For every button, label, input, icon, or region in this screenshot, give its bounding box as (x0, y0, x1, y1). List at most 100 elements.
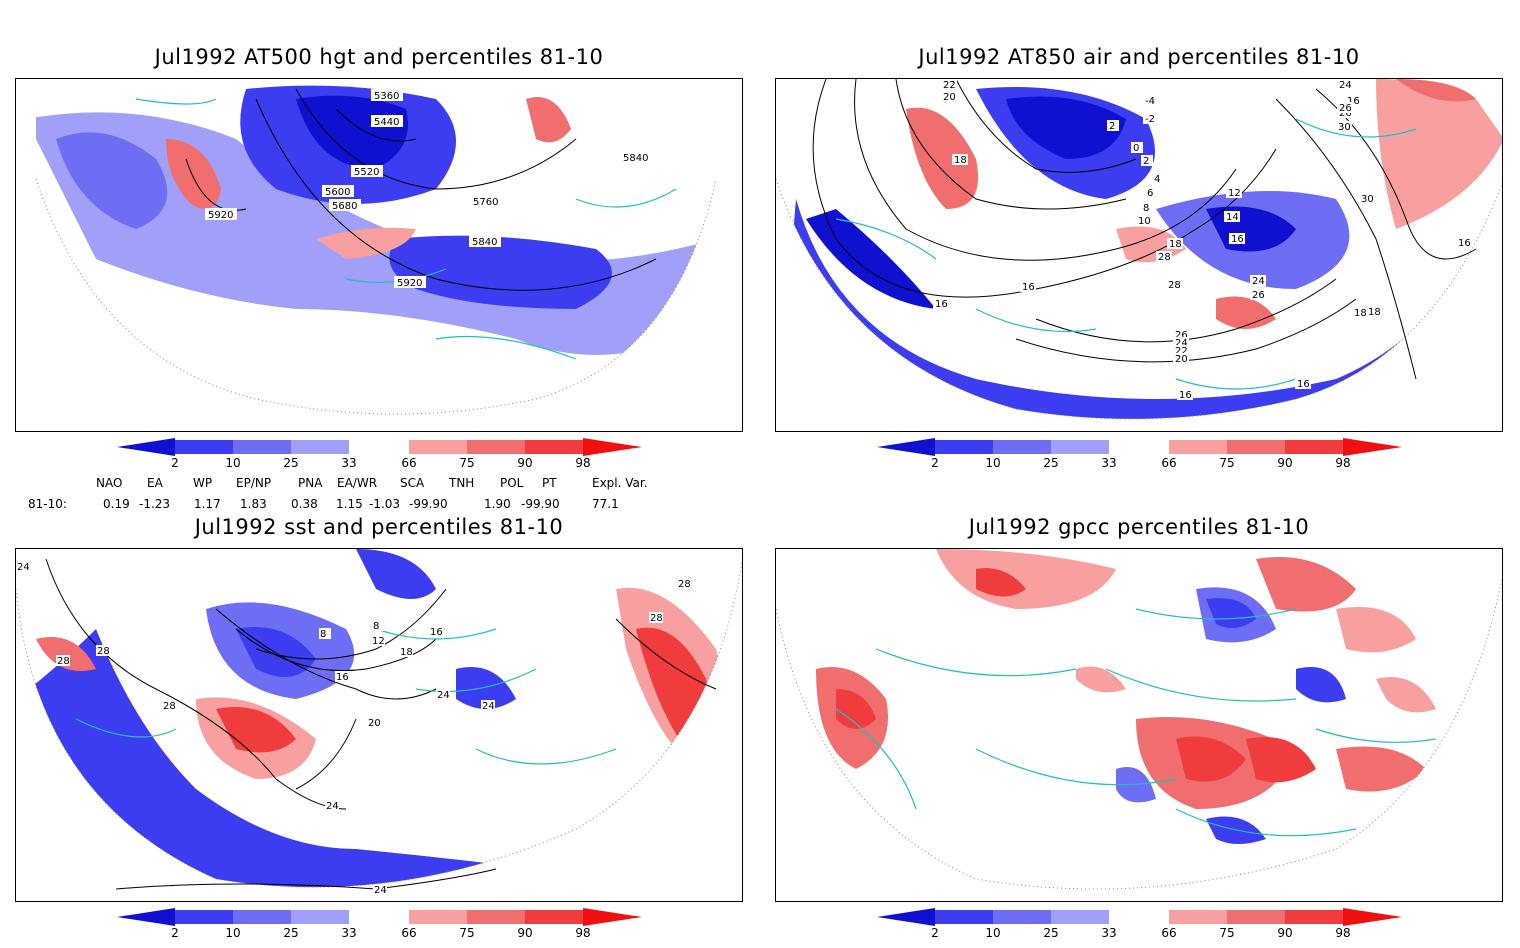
contour-label: 16 (1231, 234, 1244, 245)
index-value: 0.38 (291, 497, 318, 511)
colorbar-hgt500: 2 10 25 33 66 75 90 98 (117, 438, 657, 478)
blue-anomaly-region (16, 629, 536, 888)
contour-label: 24 (374, 885, 387, 896)
contour-label: 5600 (325, 187, 350, 198)
colorbar-swatches (877, 908, 1402, 926)
sst-contour-labels: 24 28 28 28 8 8 12 16 16 18 20 24 24 24 … (16, 561, 691, 896)
contour-label: 16 (1458, 238, 1471, 249)
contour-label: 8 (320, 629, 326, 640)
index-header: NAO (96, 476, 123, 490)
index-value: 1.83 (240, 497, 267, 511)
colorbar-tick: 25 (283, 456, 299, 470)
colorbar-tick: 90 (517, 456, 533, 470)
colorbar-tick: 10 (985, 456, 1001, 470)
colorbar-tick: 90 (1277, 926, 1293, 940)
colorbar-tick: 33 (1101, 926, 1117, 940)
panel-title-hgt500: Jul1992 AT500 hgt and percentiles 81-10 (154, 45, 604, 69)
contour-label: 16 (1347, 96, 1360, 107)
air850-contour-labels: 22 20 -4 -2 2 0 2 4 6 8 10 12 14 16 18 1… (933, 79, 1472, 401)
contour-label: 10 (1138, 216, 1151, 227)
colorbar-tick: 25 (1043, 456, 1059, 470)
contour-label: 28 (57, 656, 70, 667)
colorbar-tick: 33 (341, 926, 357, 940)
colorbar-tick: 66 (401, 926, 417, 940)
contour-label: 2 (1143, 156, 1149, 167)
contour-label: 28 (1168, 280, 1181, 291)
red-anomaly-region (906, 107, 978, 209)
contour-label: 18 (1368, 307, 1381, 318)
index-value: 0.19 (103, 497, 130, 511)
index-header: Expl. Var. (592, 476, 648, 490)
precip-anomaly-speckles (806, 549, 1436, 844)
index-value: -1.03 (369, 497, 401, 511)
contour-label: 28 (650, 613, 663, 624)
panel-title-sst: Jul1992 sst and percentiles 81-10 (194, 515, 564, 539)
colorbar-swatches (877, 438, 1402, 456)
colorbar-tick: 10 (225, 456, 241, 470)
contour-label: 12 (372, 636, 385, 647)
contour-label: 5520 (354, 167, 379, 178)
index-header: POL (500, 476, 524, 490)
colorbar-tick: 25 (1043, 926, 1059, 940)
colorbar-tick: 90 (517, 926, 533, 940)
contour-label: 26 (1175, 330, 1188, 341)
contour-label: 26 (1339, 103, 1352, 114)
contour-label: 24 (17, 562, 30, 573)
hgt500-contour-labels: 5360 5440 5520 5600 5680 5760 5840 5840 … (205, 89, 652, 289)
map-sst: 24 28 28 28 8 8 12 16 16 18 20 24 24 24 … (16, 549, 742, 896)
contour-label: 28 (678, 579, 691, 590)
colorbar-swatches (117, 908, 642, 926)
contour-label: 14 (1226, 212, 1239, 223)
contour-label: 28 (163, 701, 176, 712)
colorbar-tick: 33 (341, 456, 357, 470)
contour-label: 26 (1252, 290, 1265, 301)
colorbar-tick: 75 (1219, 456, 1235, 470)
colorbar-tick: 66 (1161, 456, 1177, 470)
contour-label: 16 (935, 299, 948, 310)
colorbar-tick: 2 (171, 926, 179, 940)
colorbar-tick: 90 (1277, 456, 1293, 470)
colorbar-tick: 66 (1161, 926, 1177, 940)
contour-label: 26 (1339, 108, 1352, 119)
colorbar-tick: 10 (985, 926, 1001, 940)
colorbar-tick: 98 (1335, 456, 1351, 470)
index-header: PT (542, 476, 557, 490)
contour-label: 24 (1339, 80, 1352, 91)
index-value: 1.90 (484, 497, 511, 511)
contour-label: 28 (97, 646, 110, 657)
map-gpcc (776, 549, 1502, 890)
contour-label: 5920 (397, 278, 422, 289)
contour-label: 18 (954, 155, 967, 166)
index-value: 1.15 (336, 497, 363, 511)
contour-label: 8 (1143, 203, 1149, 214)
contour-label: 16 (1022, 282, 1035, 293)
colorbar-tick: 98 (1335, 926, 1351, 940)
contour-label: 16 (430, 627, 443, 638)
colorbar-gpcc: 2 10 25 33 66 75 90 98 (877, 908, 1417, 948)
index-header: EP/NP (236, 476, 272, 490)
contour-label: 20 (368, 718, 381, 729)
contour-label: -2 (1145, 114, 1155, 125)
colorbar-tick: 2 (171, 456, 179, 470)
colorbar-swatches (117, 438, 642, 456)
contour-label: 20 (943, 92, 956, 103)
colorbar-tick: 75 (1219, 926, 1235, 940)
panel-title-gpcc: Jul1992 gpcc percentiles 81-10 (968, 515, 1310, 539)
contour-label: 24 (326, 801, 339, 812)
panel-title-air850: Jul1992 AT850 air and percentiles 81-10 (918, 45, 1360, 69)
contour-label: 5360 (374, 91, 399, 102)
index-row-label: 81-10: (28, 497, 67, 511)
index-header: EA (147, 476, 163, 490)
contour-label: 6 (1147, 188, 1153, 199)
red-anomaly-region (166, 139, 221, 209)
contour-label: 20 (1175, 354, 1188, 365)
contour-label: 0 (1133, 143, 1139, 154)
contour-label: 8 (373, 621, 379, 632)
map-hgt500: 5360 5440 5520 5600 5680 5760 5840 5840 … (35, 79, 717, 415)
map-panel-sst: 24 28 28 28 8 8 12 16 16 18 20 24 24 24 … (15, 548, 743, 902)
contour-label: 16 (336, 672, 349, 683)
map-panel-air850: 22 20 -4 -2 2 0 2 4 6 8 10 12 14 16 18 1… (775, 78, 1503, 432)
colorbar-tick: 75 (459, 456, 475, 470)
colorbar-tick: 33 (1101, 456, 1117, 470)
index-value: -99.90 (521, 497, 560, 511)
